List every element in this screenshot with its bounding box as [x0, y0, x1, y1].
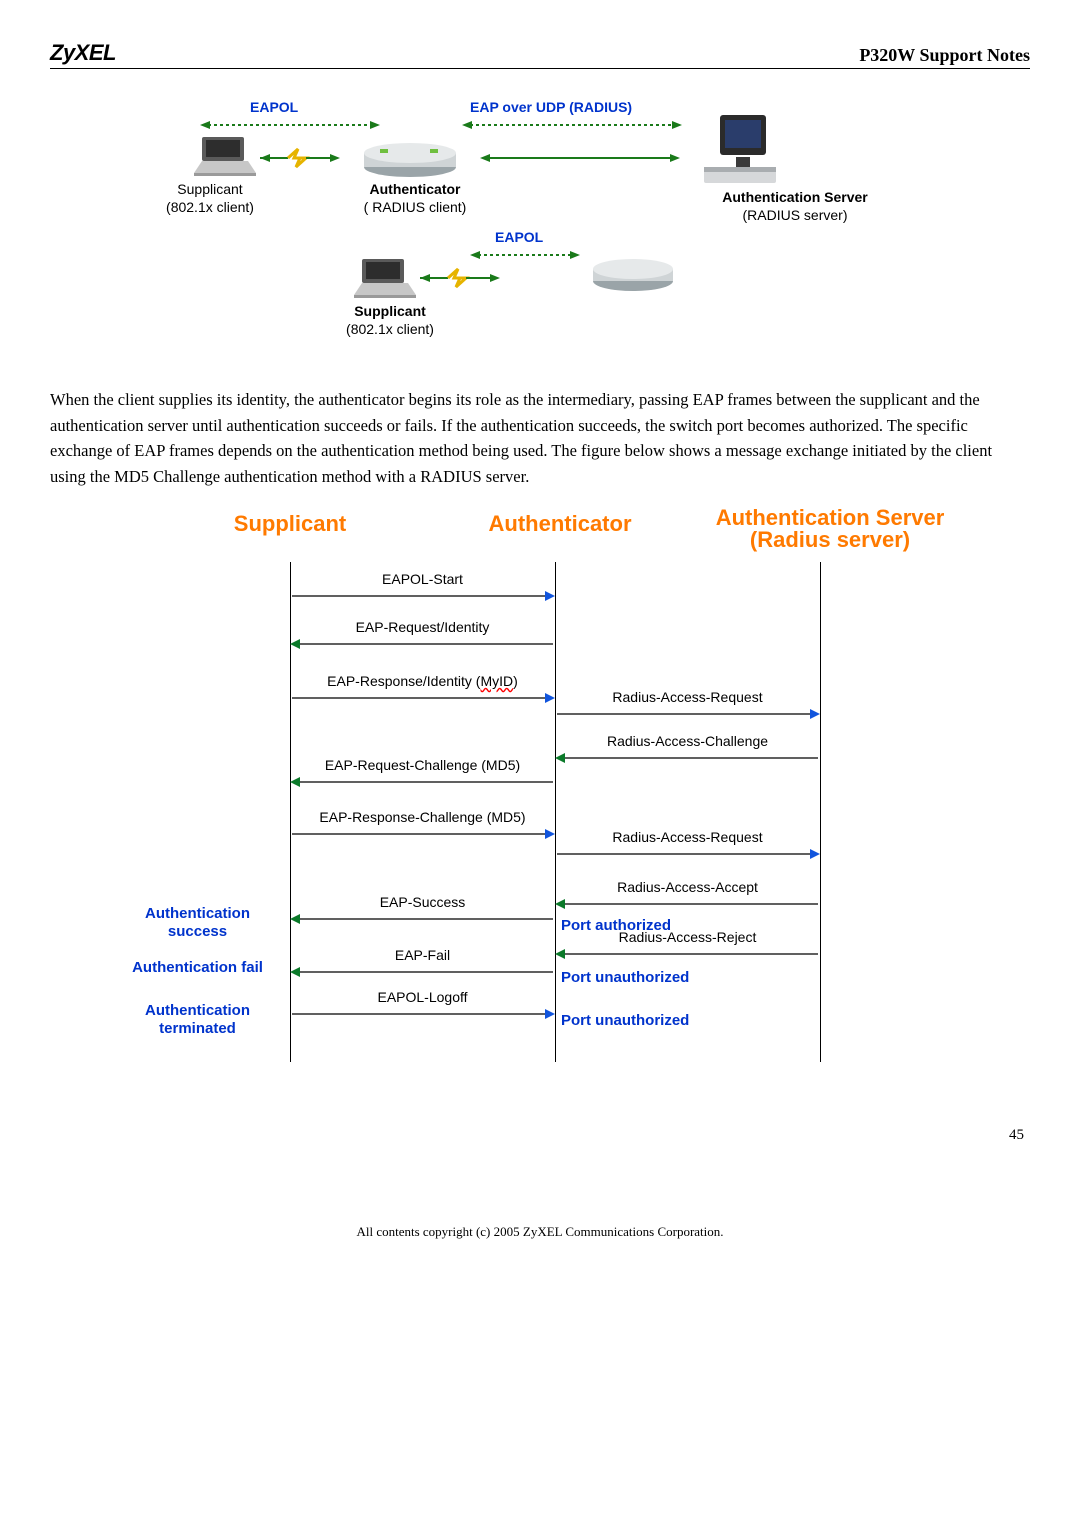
- msg-arrow-6: [290, 827, 555, 841]
- msg-4: Radius-Access-Challenge: [555, 733, 820, 749]
- supplicant2-label: Supplicant (802.1x client): [315, 303, 465, 338]
- doc-title: P320W Support Notes: [859, 45, 1030, 66]
- msg-arrow-0: [290, 589, 555, 603]
- lifeline-authserver: [820, 562, 821, 1062]
- ap-device-icon: [590, 257, 676, 293]
- authenticator-name: Authenticator: [370, 181, 461, 197]
- eapol2-label: EAPOL: [495, 229, 543, 247]
- msg-arrow-11: [290, 965, 555, 979]
- msg-2: EAP-Response/Identity (MyID): [290, 673, 555, 689]
- port-status-2: Port unauthorized: [561, 1012, 689, 1029]
- msg-arrow-3: [555, 707, 820, 721]
- server-icon: [700, 109, 780, 189]
- msg-1: EAP-Request/Identity: [290, 619, 555, 635]
- topology-diagram: EAPOL EAP over UDP (RADIUS): [100, 99, 980, 359]
- laptop2-icon: [350, 257, 420, 299]
- page-number: 45: [50, 1127, 1030, 1144]
- link-bolt2-icon: [420, 267, 500, 289]
- port-status-0: Port authorized: [561, 917, 671, 934]
- body-paragraph: When the client supplies its identity, t…: [50, 387, 1030, 489]
- radius-dotted-arrow: [462, 119, 682, 131]
- copyright-footer: All contents copyright (c) 2005 ZyXEL Co…: [50, 1224, 1030, 1240]
- msg-arrow-8: [555, 897, 820, 911]
- authserver-name: Authentication Server: [722, 189, 867, 205]
- msg-7: Radius-Access-Request: [555, 829, 820, 845]
- msg-9: EAP-Success: [290, 894, 555, 910]
- msg-0: EAPOL-Start: [290, 571, 555, 587]
- lifeline-authenticator: [555, 562, 556, 1062]
- msg-8: Radius-Access-Accept: [555, 879, 820, 895]
- sequence-diagram: Supplicant Authenticator Authentication …: [100, 507, 980, 1077]
- role-supplicant: Supplicant: [200, 513, 380, 535]
- msg-arrow-7: [555, 847, 820, 861]
- authenticator-label: Authenticator ( RADIUS client): [340, 181, 490, 216]
- supplicant2-name: Supplicant: [354, 303, 426, 319]
- msg-arrow-2: [290, 691, 555, 705]
- eapol-dotted-arrow: [200, 119, 380, 131]
- brand-logo: ZyXEL: [50, 40, 116, 66]
- msg-arrow-4: [555, 751, 820, 765]
- msg-arrow-5: [290, 775, 555, 789]
- msg-5: EAP-Request-Challenge (MD5): [290, 757, 555, 773]
- laptop-icon: [190, 135, 260, 177]
- msg-12: EAPOL-Logoff: [290, 989, 555, 1005]
- outcome-1: Authentication fail: [110, 959, 285, 976]
- supplicant-name: Supplicant: [177, 181, 242, 197]
- solid-arrow: [480, 151, 680, 165]
- msg-6: EAP-Response-Challenge (MD5): [290, 809, 555, 825]
- role-authserver-l2: (Radius server): [750, 527, 910, 552]
- outcome-0: Authenticationsuccess: [110, 905, 285, 940]
- eapol2-dotted-arrow: [470, 249, 580, 261]
- supplicant-sub: (802.1x client): [166, 199, 254, 215]
- supplicant-label: Supplicant (802.1x client): [140, 181, 280, 216]
- role-authenticator: Authenticator: [470, 513, 650, 535]
- msg-arrow-10: [555, 947, 820, 961]
- port-status-1: Port unauthorized: [561, 969, 689, 986]
- link-bolt-icon: [260, 147, 340, 169]
- authserver-label: Authentication Server (RADIUS server): [680, 189, 910, 224]
- msg-3: Radius-Access-Request: [555, 689, 820, 705]
- eap-over-udp-label: EAP over UDP (RADIUS): [470, 99, 632, 117]
- msg-arrow-9: [290, 912, 555, 926]
- role-authserver: Authentication Server (Radius server): [690, 507, 970, 551]
- authserver-sub: (RADIUS server): [742, 207, 847, 223]
- msg-arrow-1: [290, 637, 555, 651]
- outcome-2: Authenticationterminated: [110, 1002, 285, 1037]
- msg-arrow-12: [290, 1007, 555, 1021]
- router-icon: [360, 139, 460, 179]
- page-header: ZyXEL P320W Support Notes: [50, 40, 1030, 69]
- supplicant2-sub: (802.1x client): [346, 321, 434, 337]
- authenticator-sub: ( RADIUS client): [364, 199, 467, 215]
- msg-11: EAP-Fail: [290, 947, 555, 963]
- eapol-label: EAPOL: [250, 99, 298, 117]
